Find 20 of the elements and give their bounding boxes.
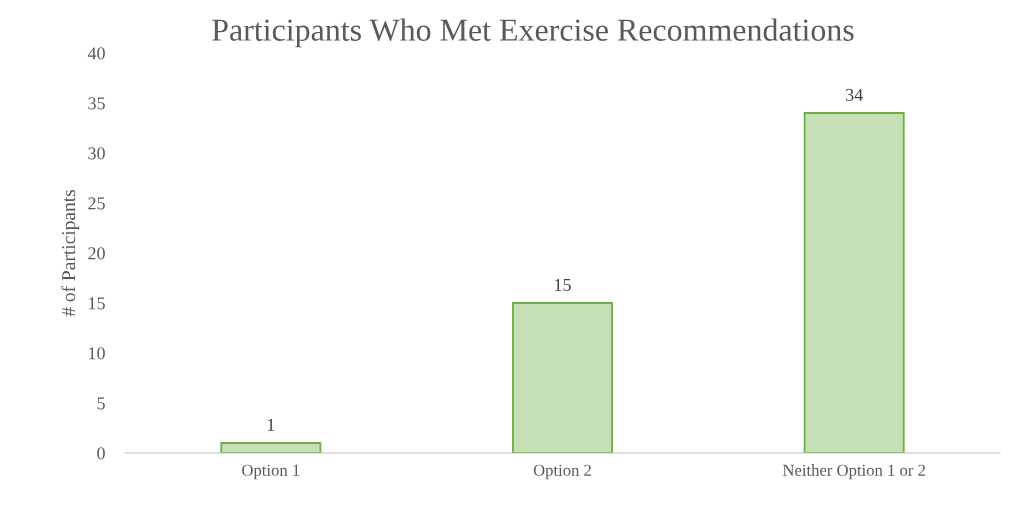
y-tick-label: 20	[88, 247, 105, 260]
bar	[512, 302, 613, 453]
chart-title: Participants Who Met Exercise Recommendations	[212, 18, 854, 48]
data-label: 1	[267, 418, 275, 431]
y-tick-label: 5	[97, 397, 105, 410]
x-tick-label: Option 1	[242, 464, 300, 480]
y-tick-label: 40	[87, 47, 105, 60]
y-tick-label: 25	[88, 197, 105, 210]
y-tick-label: 10	[89, 347, 105, 360]
data-label: 34	[846, 88, 863, 101]
x-tick-label: Option 2	[533, 464, 591, 480]
x-tick-label: Neither Option 1 or 2	[782, 464, 925, 480]
data-label: 15	[555, 278, 571, 291]
y-tick-label: 15	[89, 297, 105, 310]
bar	[803, 112, 905, 453]
bar	[220, 442, 322, 453]
y-tick-label: 0	[97, 447, 105, 460]
y-axis-title: # of Participants	[61, 189, 80, 317]
y-tick-label: 35	[88, 97, 105, 110]
y-tick-label: 30	[88, 147, 105, 160]
